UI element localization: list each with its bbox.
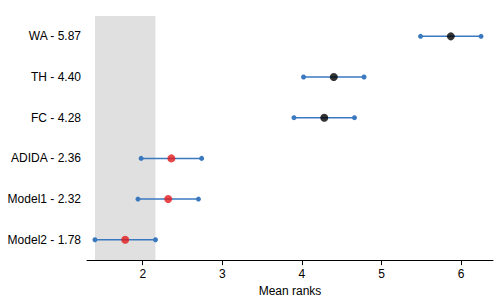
svg-text:TH - 4.40: TH - 4.40 — [31, 70, 81, 84]
svg-text:Mean ranks: Mean ranks — [259, 284, 322, 298]
svg-text:6: 6 — [458, 267, 465, 281]
svg-text:ADIDA - 2.36: ADIDA - 2.36 — [11, 151, 81, 165]
svg-text:2: 2 — [139, 267, 146, 281]
svg-text:4: 4 — [299, 267, 306, 281]
svg-text:WA - 5.87: WA - 5.87 — [29, 29, 82, 43]
svg-text:5: 5 — [378, 267, 385, 281]
svg-text:FC - 4.28: FC - 4.28 — [31, 111, 81, 125]
svg-text:Model1 - 2.32: Model1 - 2.32 — [8, 192, 82, 206]
svg-text:Model2 - 1.78: Model2 - 1.78 — [8, 233, 82, 247]
svg-text:3: 3 — [219, 267, 226, 281]
